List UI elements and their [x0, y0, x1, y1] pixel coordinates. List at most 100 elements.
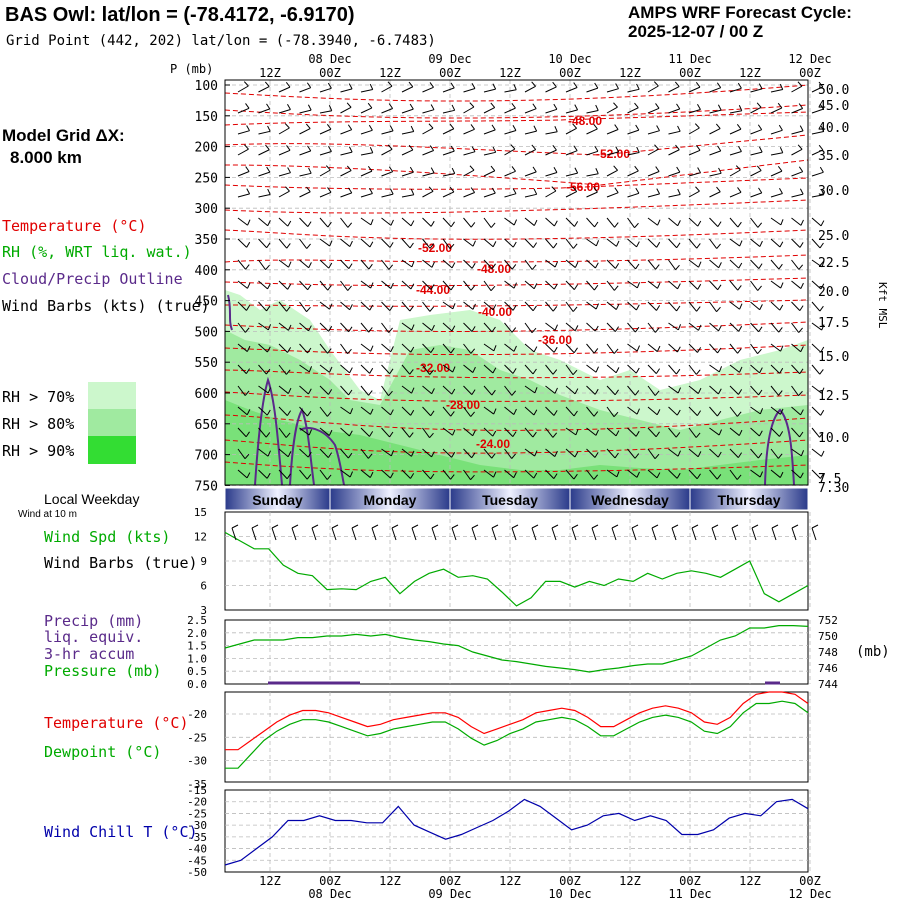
wind-barb	[408, 81, 414, 88]
isotherm-label: -40.00	[478, 305, 512, 319]
wind-barb	[329, 240, 333, 247]
wind-barb	[770, 89, 783, 93]
surface-wind-barb	[351, 524, 359, 529]
height-tick-label: 17.5	[818, 316, 849, 331]
wind-barb	[450, 474, 455, 480]
surface-wind-barb	[471, 524, 479, 529]
wind-barb	[504, 89, 517, 93]
surface-wind-barb	[231, 527, 237, 541]
wind-barb	[504, 217, 515, 226]
wind-barb	[770, 280, 782, 289]
wind-barb	[675, 264, 680, 271]
wind-barb	[504, 193, 517, 198]
wind-barb	[750, 343, 758, 355]
wind-barb	[491, 453, 496, 459]
wind-barb	[729, 343, 738, 354]
wind-barb	[504, 427, 514, 437]
wind-barb	[799, 242, 804, 248]
isotherm-label: -48.00	[477, 262, 511, 276]
wind-barb	[401, 194, 414, 198]
wind-barb	[472, 430, 476, 436]
wind-barb	[736, 411, 742, 417]
wind-barb	[368, 327, 373, 333]
wind-barb	[532, 368, 537, 375]
wind-barb	[278, 149, 291, 156]
wind-barb	[688, 238, 698, 249]
wind-barb	[709, 385, 719, 395]
wind-barb	[593, 474, 599, 480]
wind-barb	[258, 259, 266, 271]
wind-barb	[791, 385, 799, 397]
wind-speed-label: Wind Spd (kts)	[44, 528, 171, 546]
wind-barb	[709, 172, 722, 177]
wind-barb	[401, 108, 414, 114]
wind-barb	[545, 448, 556, 457]
bottom-date-label: 12 Dec	[788, 887, 831, 900]
wind-barb	[237, 301, 247, 311]
height-tick-label: 12.5	[818, 389, 849, 404]
wind-barb	[278, 238, 288, 249]
panel-tick-label: -25	[187, 807, 207, 820]
surface-wind-barb	[511, 524, 519, 529]
panel-tick-label: -20	[187, 708, 207, 721]
wind-barb	[422, 343, 432, 353]
wind-barb	[798, 264, 804, 270]
wind-barb	[750, 301, 761, 311]
wind-barb	[709, 469, 718, 480]
wind-barb	[278, 322, 289, 331]
wind-barb	[524, 259, 533, 270]
wind-barb	[470, 348, 476, 354]
panel-tick-label: 9	[200, 555, 207, 568]
wind-barb	[237, 85, 249, 93]
wind-barb	[463, 322, 473, 332]
wind-barb	[450, 284, 455, 291]
wind-barb	[593, 123, 598, 130]
wind-barb	[654, 327, 660, 333]
wind-barb	[278, 190, 290, 198]
wind-barb	[627, 259, 636, 270]
wind-barb	[288, 324, 292, 331]
wind-barb	[244, 144, 249, 150]
wind-barb	[360, 259, 370, 270]
pressure-tick-label: 400	[195, 264, 218, 279]
wind-barb	[401, 364, 411, 375]
pressure-tick-label: 350	[195, 233, 218, 248]
panel-tick-label: 1.5	[187, 640, 207, 653]
wind-barb	[819, 432, 824, 438]
height-tick-label: 45.0	[818, 99, 849, 114]
wind-barb	[750, 129, 762, 135]
pressure-tick-label: 250	[195, 171, 218, 186]
wind-barb	[422, 150, 434, 156]
wind-barb	[739, 366, 743, 373]
wind-barb	[390, 346, 394, 352]
wind-barb	[613, 165, 618, 171]
wind-barb	[472, 240, 476, 247]
wind-barb	[328, 389, 333, 395]
wind-barb	[800, 450, 805, 457]
wind-barb	[483, 448, 493, 459]
kft-msl-label: Kft MSL	[876, 282, 889, 329]
wind-barb	[554, 324, 558, 331]
surface-wind-barb	[371, 527, 377, 541]
wind-barb	[299, 322, 309, 332]
wind-barb	[594, 452, 599, 458]
surface-wind-barb	[271, 527, 277, 541]
wind-barb	[237, 427, 247, 438]
wind-barb	[442, 427, 453, 436]
surface-wind-barb	[491, 527, 497, 541]
wind-barb	[759, 408, 764, 415]
dewpoint-label: Dewpoint (°C)	[44, 743, 162, 761]
wind-barb	[594, 325, 599, 332]
wind-barb	[811, 194, 824, 198]
wind-barb	[606, 169, 618, 177]
wind-barb	[449, 243, 455, 250]
wind-barb	[799, 305, 804, 311]
surface-wind-barb	[691, 527, 697, 541]
wind-barb	[716, 410, 722, 417]
wind-barb	[635, 263, 640, 270]
wind-barb	[347, 222, 353, 228]
wind-barb	[369, 367, 374, 374]
wind-barb	[340, 364, 350, 374]
wind-barb	[573, 145, 578, 151]
wind-barb	[688, 469, 698, 480]
